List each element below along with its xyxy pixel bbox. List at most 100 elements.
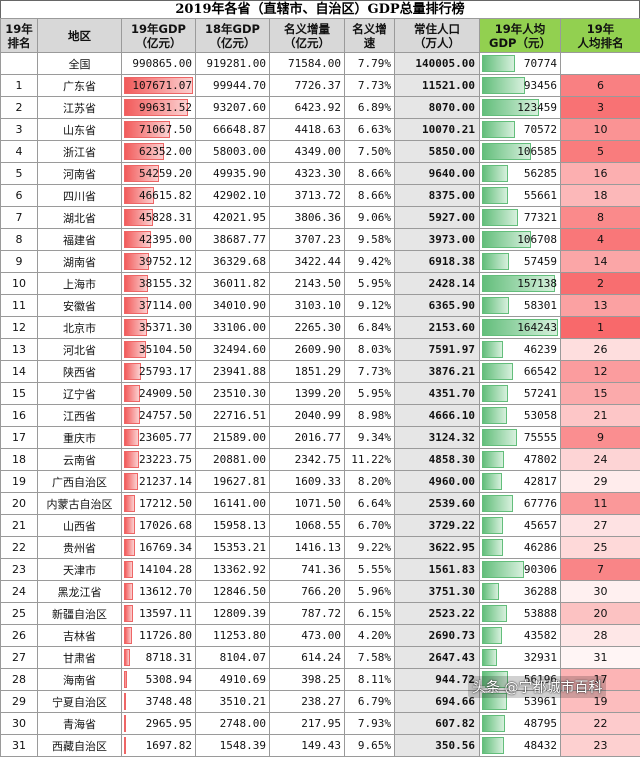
cell-population: 5927.00 [395, 207, 480, 229]
gdp-data-bar [124, 451, 139, 468]
cell-increase: 787.72 [270, 603, 345, 625]
cell-gdp19: 990865.00 [122, 53, 196, 75]
cell-rank: 26 [1, 625, 38, 647]
per-capita-value: 55661 [524, 189, 557, 202]
cell-gdp19: 38155.32 [122, 273, 196, 295]
cell-rank: 11 [1, 295, 38, 317]
cell-gdp19: 45828.31 [122, 207, 196, 229]
cell-region: 青海省 [38, 713, 122, 735]
cell-gdp18: 12846.50 [196, 581, 270, 603]
gdp19-value: 23605.77 [139, 431, 192, 444]
cell-growth: 7.58% [345, 647, 395, 669]
cell-increase: 398.25 [270, 669, 345, 691]
cell-pc-rank: 29 [561, 471, 640, 493]
gdp19-value: 11726.80 [139, 629, 192, 642]
cell-growth: 6.89% [345, 97, 395, 119]
cell-gdp19: 39752.12 [122, 251, 196, 273]
cell-pc-rank: 13 [561, 295, 640, 317]
cell-growth: 5.96% [345, 581, 395, 603]
cell-gdp18: 42021.95 [196, 207, 270, 229]
per-capita-data-bar [482, 253, 509, 270]
header-region: 地区 [38, 19, 122, 53]
cell-increase: 1609.33 [270, 471, 345, 493]
cell-gdp18: 15958.13 [196, 515, 270, 537]
gdp-data-bar [124, 737, 126, 754]
cell-per-capita: 157138 [480, 273, 561, 295]
per-capita-data-bar [482, 451, 504, 468]
cell-gdp18: 919281.00 [196, 53, 270, 75]
cell-per-capita: 47802 [480, 449, 561, 471]
cell-region: 四川省 [38, 185, 122, 207]
cell-gdp19: 16769.34 [122, 537, 196, 559]
cell-rank: 22 [1, 537, 38, 559]
gdp19-value: 25793.17 [139, 365, 192, 378]
cell-region: 湖南省 [38, 251, 122, 273]
cell-increase: 1399.20 [270, 383, 345, 405]
cell-pc-rank: 15 [561, 383, 640, 405]
cell-gdp18: 34010.90 [196, 295, 270, 317]
cell-growth: 5.95% [345, 273, 395, 295]
cell-rank: 1 [1, 75, 38, 97]
cell-rank: 30 [1, 713, 38, 735]
cell-gdp19: 21237.14 [122, 471, 196, 493]
cell-gdp18: 21589.00 [196, 427, 270, 449]
cell-pc-rank: 25 [561, 537, 640, 559]
cell-gdp19: 35104.50 [122, 339, 196, 361]
cell-rank: 19 [1, 471, 38, 493]
cell-growth: 9.22% [345, 537, 395, 559]
gdp-data-bar [124, 561, 133, 578]
cell-growth: 8.11% [345, 669, 395, 691]
cell-growth: 6.64% [345, 493, 395, 515]
per-capita-value: 106585 [517, 145, 557, 158]
cell-per-capita: 42817 [480, 471, 561, 493]
cell-pc-rank: 5 [561, 141, 640, 163]
cell-gdp19: 13597.11 [122, 603, 196, 625]
cell-increase: 2040.99 [270, 405, 345, 427]
cell-increase: 3422.44 [270, 251, 345, 273]
gdp19-value: 1697.82 [146, 739, 192, 752]
gdp19-value: 37114.00 [139, 299, 192, 312]
cell-per-capita: 106585 [480, 141, 561, 163]
cell-per-capita: 66542 [480, 361, 561, 383]
cell-gdp19: 2965.95 [122, 713, 196, 735]
per-capita-value: 57459 [524, 255, 557, 268]
cell-growth: 9.34% [345, 427, 395, 449]
cell-per-capita: 46239 [480, 339, 561, 361]
cell-gdp19: 54259.20 [122, 163, 196, 185]
cell-gdp18: 20881.00 [196, 449, 270, 471]
cell-pc-rank: 31 [561, 647, 640, 669]
cell-population: 350.56 [395, 735, 480, 757]
header-increase: 名义增量（亿元） [270, 19, 345, 53]
gdp-data-bar [124, 429, 139, 446]
cell-region: 山西省 [38, 515, 122, 537]
per-capita-value: 66542 [524, 365, 557, 378]
cell-gdp19: 1697.82 [122, 735, 196, 757]
gdp19-value: 24757.50 [139, 409, 192, 422]
watermark: 头条 @宁都城市百科 [468, 676, 606, 698]
cell-gdp18: 36011.82 [196, 273, 270, 295]
per-capita-value: 48432 [524, 739, 557, 752]
cell-increase: 3707.23 [270, 229, 345, 251]
gdp19-value: 13612.70 [139, 585, 192, 598]
cell-population: 6918.38 [395, 251, 480, 273]
gdp19-value: 46615.82 [139, 189, 192, 202]
gdp-data-bar [124, 583, 133, 600]
cell-region: 江西省 [38, 405, 122, 427]
cell-region: 湖北省 [38, 207, 122, 229]
per-capita-value: 77321 [524, 211, 557, 224]
cell-population: 1561.83 [395, 559, 480, 581]
gdp-data-bar [124, 517, 135, 534]
cell-growth: 8.98% [345, 405, 395, 427]
cell-region: 广东省 [38, 75, 122, 97]
cell-growth: 6.63% [345, 119, 395, 141]
cell-gdp18: 99944.70 [196, 75, 270, 97]
